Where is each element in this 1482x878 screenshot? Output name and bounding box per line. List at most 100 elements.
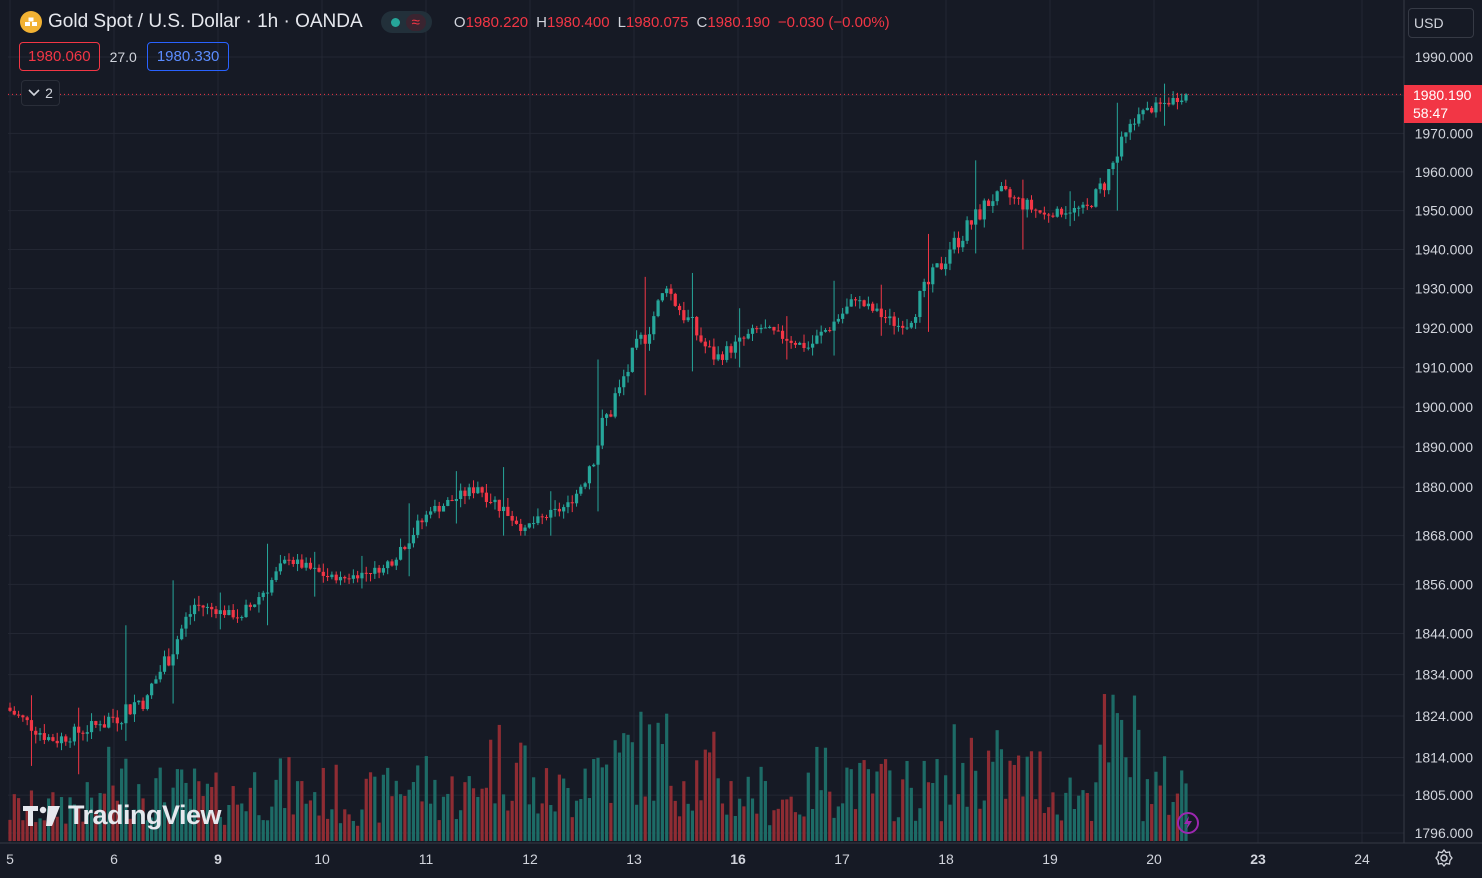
volume-bar [879, 763, 883, 841]
candle-body [231, 609, 235, 618]
candle-body [828, 330, 832, 332]
candle-body [759, 327, 763, 330]
lightning-icon[interactable] [1177, 812, 1199, 834]
candle-body [1171, 97, 1175, 105]
candle-body [227, 609, 231, 616]
volume-bar [158, 767, 162, 841]
volume-bar [596, 757, 600, 841]
volume-bar [742, 806, 746, 841]
indicators-toggle-button[interactable]: 2 [21, 80, 60, 106]
candle-body [905, 327, 909, 329]
candle-body [553, 508, 557, 510]
candle-body [695, 316, 699, 336]
candle-body [454, 498, 458, 502]
candle-body [124, 704, 128, 724]
candle-body [287, 559, 291, 561]
volume-bar [948, 804, 952, 841]
candle-body [557, 508, 561, 512]
volume-bar [883, 759, 888, 841]
volume-bar [1124, 757, 1128, 841]
candle-body [128, 704, 132, 715]
sell-button[interactable]: 1980.060 [19, 42, 100, 71]
volume-bar [59, 797, 64, 841]
time-axis: 5 6 9 10 11 12 13 16 17 18 19 20 23 24 [6, 851, 1370, 867]
buy-button[interactable]: 1980.330 [146, 42, 230, 71]
candle-body [635, 338, 639, 348]
volume-bar [725, 814, 729, 841]
candle-body [875, 308, 879, 311]
candle-body [909, 322, 913, 328]
time-axis-background[interactable] [0, 843, 1404, 878]
candle-body [240, 617, 244, 619]
volume-bar [12, 794, 16, 841]
candle-body [939, 263, 943, 270]
candle-body [660, 293, 664, 301]
candle-body [47, 737, 51, 740]
candle-body [257, 597, 261, 605]
volume-bar [849, 769, 853, 841]
tradingview-watermark[interactable]: TradingView [22, 800, 222, 831]
candle-body [935, 263, 939, 268]
market-status[interactable]: ≈ [380, 11, 432, 33]
price-tick-label: 1796.000 [1415, 825, 1474, 841]
volume-bar [720, 803, 725, 841]
candle-body [926, 281, 931, 285]
price-axis-background[interactable] [1404, 0, 1482, 878]
candle-body [639, 334, 643, 339]
volume-bar [583, 768, 587, 841]
time-tick-label: 18 [938, 851, 954, 867]
price-tick-label: 1940.000 [1415, 242, 1474, 258]
candle-body [1154, 102, 1158, 113]
candle-body [622, 376, 626, 388]
high-value: 1980.400 [547, 13, 610, 31]
candle-body [154, 679, 158, 684]
volume-bar [210, 787, 214, 841]
candle-body [94, 721, 98, 725]
candle-body [29, 720, 34, 731]
volume-bar [579, 799, 583, 841]
candle-body [1059, 208, 1064, 215]
candle-body [1064, 213, 1068, 215]
volume-bar [16, 798, 21, 841]
volume-bar [167, 819, 171, 841]
volume-bar [1132, 695, 1137, 841]
candle-body [171, 654, 175, 666]
volume-bar [991, 761, 995, 841]
volume-bar [986, 750, 991, 841]
candle-body [476, 487, 480, 494]
candle-body [519, 523, 523, 531]
candle-body [390, 561, 394, 566]
volume-bar [124, 758, 128, 841]
candle-body [922, 281, 926, 291]
settings-gear-icon[interactable] [1434, 848, 1454, 868]
volume-bar [274, 779, 278, 841]
volume-bar [1034, 799, 1038, 841]
candle-body [368, 573, 373, 575]
volume-bar [686, 803, 690, 841]
volume-bar [939, 821, 943, 841]
volume-bar [660, 744, 664, 841]
volume-bar [1077, 795, 1081, 841]
volume-bar [373, 776, 377, 841]
volume-bars [8, 694, 1188, 841]
candle-body [617, 387, 622, 394]
candle-body [1055, 208, 1059, 217]
volume-bar [102, 793, 107, 841]
time-tick-label: 24 [1354, 851, 1370, 867]
currency-selector[interactable]: USD [1408, 8, 1474, 38]
symbol-title[interactable]: Gold Spot / U.S. Dollar · 1h · OANDA [48, 11, 363, 32]
volume-bar [793, 812, 798, 841]
candle-body [532, 523, 536, 525]
candle-body [463, 490, 467, 497]
candle-body [523, 527, 527, 531]
volume-bar [866, 769, 870, 841]
volume-bar [1141, 821, 1145, 841]
candle-body [725, 346, 729, 360]
volume-bar [733, 816, 737, 841]
candle-body [965, 220, 969, 241]
candle-body [699, 335, 703, 342]
volume-bar [94, 810, 98, 841]
volume-bar [510, 800, 514, 841]
volume-bar [476, 796, 480, 841]
